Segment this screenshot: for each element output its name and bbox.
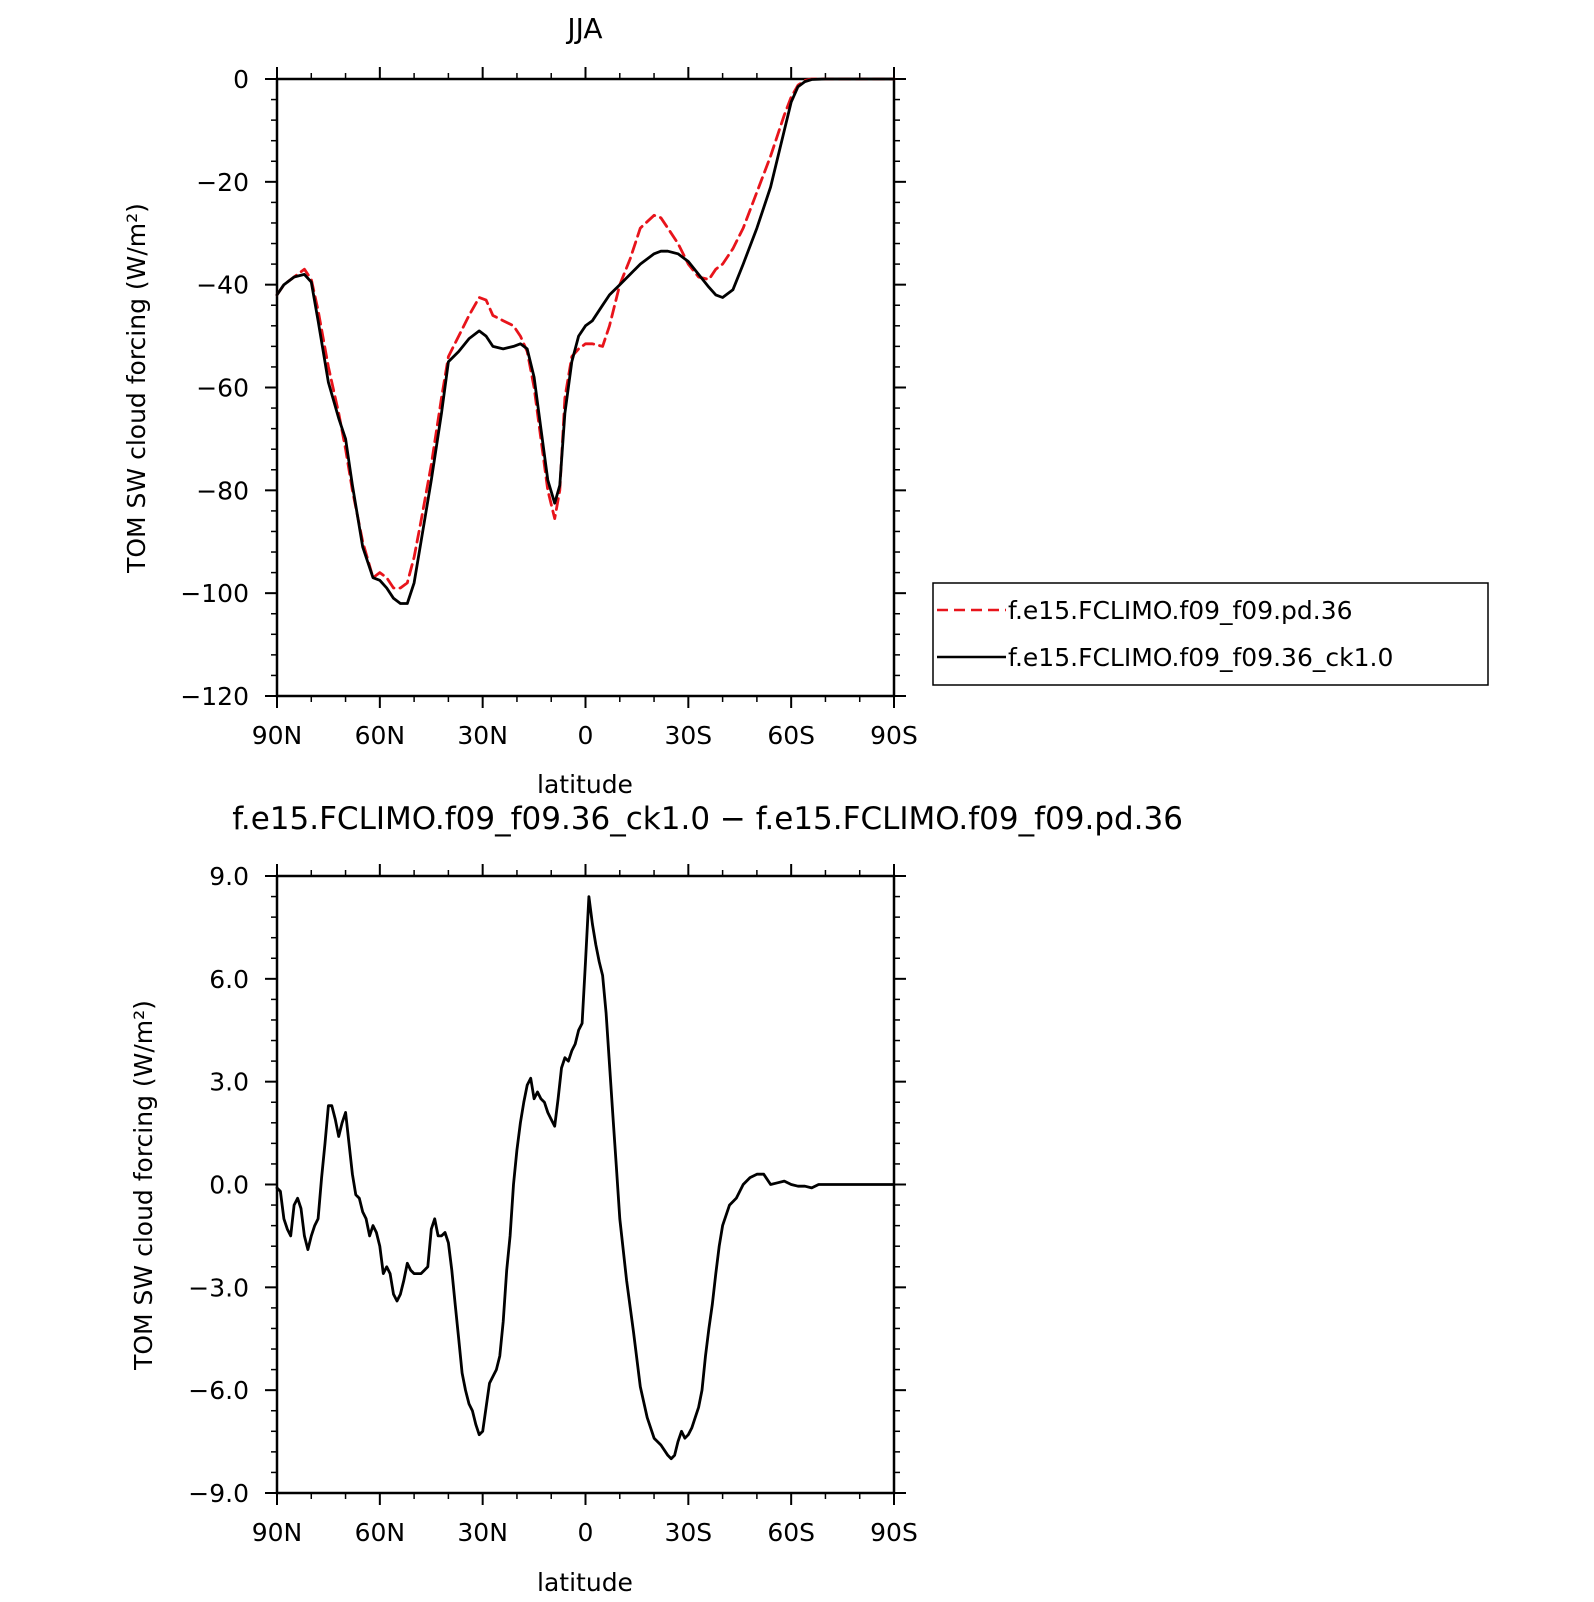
bottom-y-tick-labels: 9.0 6.0 3.0 0.0 −3.0 −6.0 −9.0	[188, 862, 249, 1508]
top-x-tick-labels: 90N 60N 30N 0 30S 60S 90S	[252, 721, 918, 750]
bottom-x-axis-label: latitude	[537, 1568, 633, 1597]
top-y-tick-label: −60	[196, 374, 249, 403]
top-chart-title: JJA	[565, 12, 602, 45]
bottom-y-tick-label: 3.0	[209, 1068, 249, 1097]
bottom-x-tick-labels: 90N 60N 30N 0 30S 60S 90S	[252, 1518, 918, 1547]
top-chart-panel: JJA 0 −20 −40 −60 −80 −100 −120 90N 60N 30N 0 30S 6…	[122, 12, 1489, 799]
bottom-x-tick-label: 30S	[664, 1518, 712, 1547]
bottom-series-group	[275, 895, 896, 1461]
top-y-tick-label: 0	[233, 65, 249, 94]
bottom-y-tick-label: −9.0	[188, 1479, 249, 1508]
bottom-chart-panel: f.e15.FCLIMO.f09_f09.36_ck1.0 − f.e15.FC…	[129, 801, 1183, 1597]
top-x-tick-label: 30N	[457, 721, 508, 750]
legend-label-pd36: f.e15.FCLIMO.f09_f09.pd.36	[1008, 596, 1353, 625]
bottom-x-tick-label: 90S	[870, 1518, 918, 1547]
legend-box	[932, 582, 1489, 686]
bottom-series-line-0	[275, 895, 896, 1461]
top-y-tick-label: −80	[196, 476, 249, 505]
bottom-x-tick-label: 60S	[767, 1518, 815, 1547]
top-y-tick-label: −20	[196, 168, 249, 197]
top-x-tick-label: 60S	[767, 721, 815, 750]
legend-label-ck10: f.e15.FCLIMO.f09_f09.36_ck1.0	[1008, 643, 1393, 672]
bottom-x-tick-label: 0	[578, 1518, 594, 1547]
bottom-x-tick-label: 90N	[252, 1518, 303, 1547]
top-x-tick-label: 90N	[252, 721, 303, 750]
bottom-y-tick-label: 9.0	[209, 862, 249, 891]
bottom-chart-title: f.e15.FCLIMO.f09_f09.36_ck1.0 − f.e15.FC…	[232, 801, 1183, 837]
top-x-axis-label: latitude	[537, 770, 633, 799]
top-y-tick-label: −100	[180, 579, 249, 608]
top-series-group	[275, 77, 896, 605]
bottom-x-tick-label: 60N	[355, 1518, 406, 1547]
bottom-y-tick-label: −6.0	[188, 1376, 249, 1405]
top-legend: f.e15.FCLIMO.f09_f09.pd.36 f.e15.FCLIMO.…	[932, 582, 1489, 686]
bottom-x-tick-label: 30N	[457, 1518, 508, 1547]
bottom-y-tick-label: −3.0	[188, 1273, 249, 1302]
top-x-tick-label: 30S	[664, 721, 712, 750]
top-y-tick-label: −120	[180, 682, 249, 711]
top-x-tick-label: 0	[578, 721, 594, 750]
top-y-tick-labels: 0 −20 −40 −60 −80 −100 −120	[180, 65, 249, 711]
bottom-y-tick-label: 6.0	[209, 965, 249, 994]
top-y-axis-label: TOM SW cloud forcing (W/m²)	[122, 203, 151, 574]
bottom-axis-ticks	[265, 864, 906, 1505]
bottom-y-axis-label: TOM SW cloud forcing (W/m²)	[129, 1000, 158, 1371]
top-y-tick-label: −40	[196, 271, 249, 300]
top-x-tick-label: 90S	[870, 721, 918, 750]
top-axis-ticks	[265, 67, 906, 708]
top-x-tick-label: 60N	[355, 721, 406, 750]
top-series-line-1	[275, 77, 896, 605]
bottom-y-tick-label: 0.0	[209, 1171, 249, 1200]
